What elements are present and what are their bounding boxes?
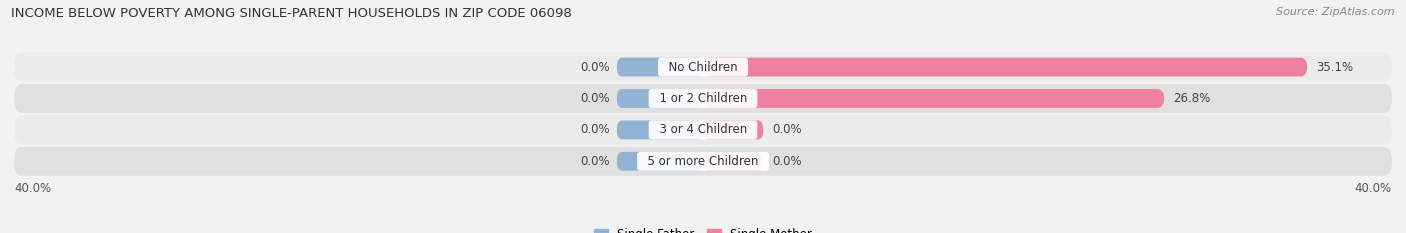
Text: No Children: No Children [661, 61, 745, 74]
Text: 0.0%: 0.0% [581, 123, 610, 136]
Text: 0.0%: 0.0% [581, 61, 610, 74]
FancyBboxPatch shape [617, 152, 703, 171]
Text: 0.0%: 0.0% [772, 123, 801, 136]
Text: 35.1%: 35.1% [1316, 61, 1354, 74]
Legend: Single Father, Single Mother: Single Father, Single Mother [589, 224, 817, 233]
FancyBboxPatch shape [617, 89, 703, 108]
FancyBboxPatch shape [617, 120, 703, 139]
Text: 0.0%: 0.0% [581, 92, 610, 105]
FancyBboxPatch shape [617, 58, 703, 76]
Text: 0.0%: 0.0% [581, 155, 610, 168]
FancyBboxPatch shape [14, 84, 1392, 113]
FancyBboxPatch shape [703, 152, 763, 171]
Text: 40.0%: 40.0% [1355, 182, 1392, 195]
Text: 40.0%: 40.0% [14, 182, 51, 195]
Text: INCOME BELOW POVERTY AMONG SINGLE-PARENT HOUSEHOLDS IN ZIP CODE 06098: INCOME BELOW POVERTY AMONG SINGLE-PARENT… [11, 7, 572, 20]
Text: 3 or 4 Children: 3 or 4 Children [651, 123, 755, 136]
Text: 0.0%: 0.0% [772, 155, 801, 168]
Text: 26.8%: 26.8% [1173, 92, 1211, 105]
FancyBboxPatch shape [703, 89, 1164, 108]
FancyBboxPatch shape [14, 115, 1392, 144]
Text: 1 or 2 Children: 1 or 2 Children [651, 92, 755, 105]
FancyBboxPatch shape [14, 147, 1392, 176]
Text: Source: ZipAtlas.com: Source: ZipAtlas.com [1277, 7, 1395, 17]
FancyBboxPatch shape [703, 120, 763, 139]
FancyBboxPatch shape [703, 58, 1308, 76]
FancyBboxPatch shape [14, 53, 1392, 82]
Text: 5 or more Children: 5 or more Children [640, 155, 766, 168]
